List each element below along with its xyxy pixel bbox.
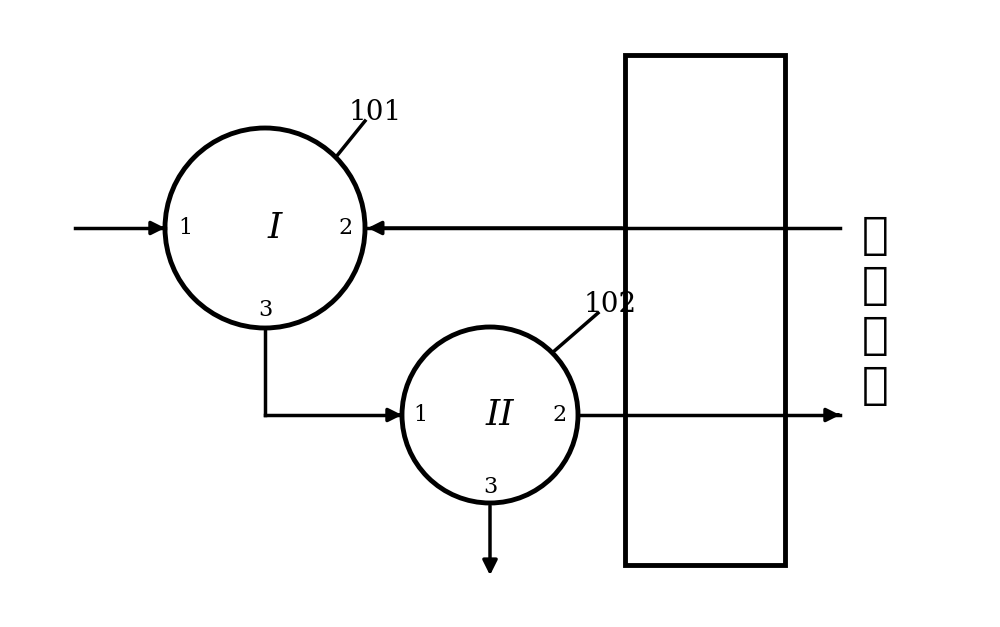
Text: 101: 101 [348,100,402,127]
Text: 3: 3 [483,476,497,498]
Text: 2: 2 [338,217,352,239]
Text: 1: 1 [178,217,192,239]
Text: II: II [486,398,514,432]
Text: 受: 受 [862,214,888,256]
Text: I: I [268,211,282,245]
Text: 2: 2 [553,404,567,426]
Text: 境: 境 [862,364,888,406]
Text: 热: 热 [862,263,888,307]
Bar [625,55,785,565]
Text: 3: 3 [258,299,272,321]
Text: 环: 环 [862,314,888,357]
Text: 1: 1 [413,404,427,426]
Text: 102: 102 [583,292,637,319]
